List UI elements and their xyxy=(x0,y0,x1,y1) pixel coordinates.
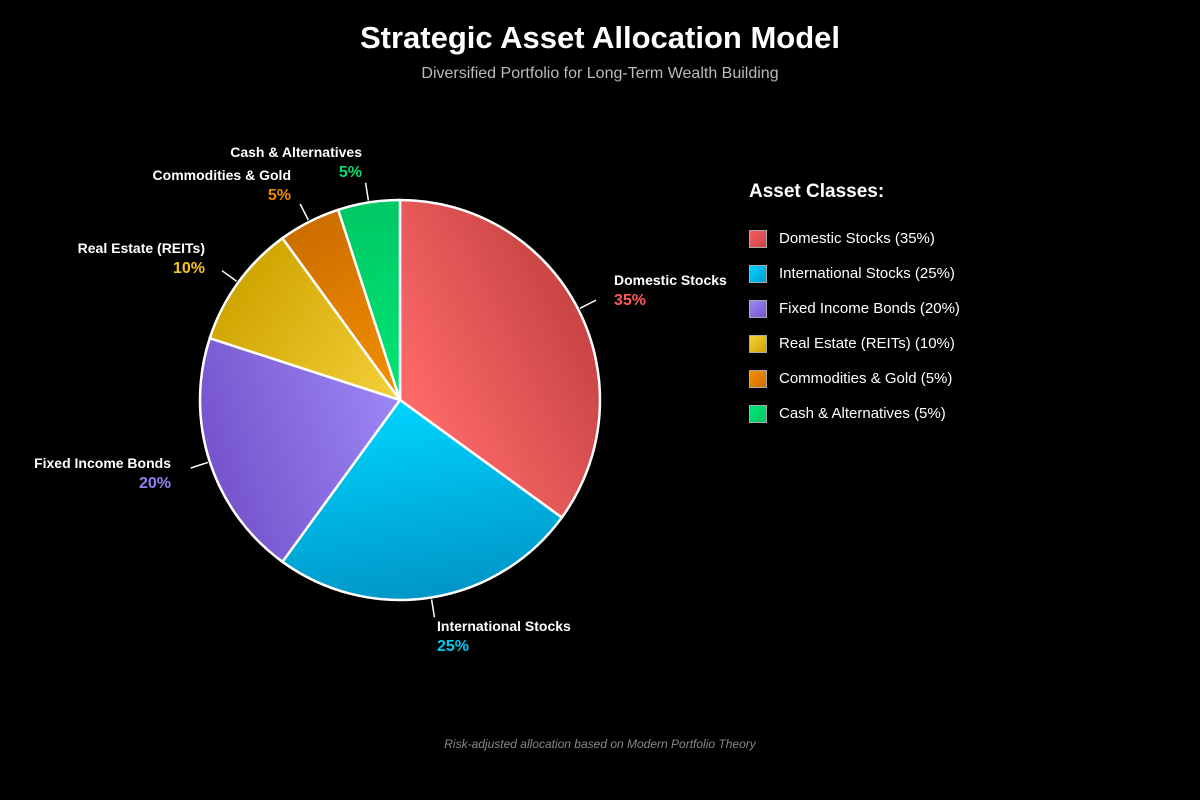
legend-label: Cash & Alternatives (5%) xyxy=(779,405,946,422)
slice-label-percent: 10% xyxy=(173,260,205,277)
pie-slice-international-stocks[interactable] xyxy=(280,398,564,602)
legend-item-fixed-income-bonds[interactable]: Fixed Income Bonds (20%) xyxy=(749,291,960,326)
slice-label-percent: 5% xyxy=(268,187,291,204)
legend-item-cash-alternatives[interactable]: Cash & Alternatives (5%) xyxy=(749,396,960,431)
slice-label-name: Cash & Alternatives xyxy=(230,144,362,160)
chart-title: Strategic Asset Allocation Model xyxy=(359,20,840,55)
leader-line xyxy=(579,299,597,309)
pie-slice-real-estate-reits[interactable] xyxy=(208,236,404,403)
pie-slices xyxy=(198,198,602,602)
legend-item-real-estate[interactable]: Real Estate (REITs) (10%) xyxy=(749,326,960,361)
legend-label: International Stocks (25%) xyxy=(779,265,955,282)
slice-label-percent: 5% xyxy=(339,164,362,181)
legend: Asset Classes: Domestic Stocks (35%) Int… xyxy=(749,181,960,431)
leader-line xyxy=(221,270,238,282)
slice-label-name: Fixed Income Bonds xyxy=(34,455,171,471)
legend-title: Asset Classes: xyxy=(749,181,885,202)
legend-swatch xyxy=(749,264,767,283)
slice-label-percent: 20% xyxy=(139,475,171,492)
slice-label-name: Commodities & Gold xyxy=(153,167,291,183)
legend-label: Domestic Stocks (35%) xyxy=(779,230,935,247)
leader-line xyxy=(364,182,370,201)
leader-line xyxy=(430,599,436,618)
pie-slice-domestic-stocks[interactable] xyxy=(398,198,602,520)
legend-item-domestic-stocks[interactable]: Domestic Stocks (35%) xyxy=(749,221,960,256)
legend-swatch xyxy=(749,229,767,248)
legend-swatch xyxy=(749,369,767,388)
legend-label: Real Estate (REITs) (10%) xyxy=(779,335,955,352)
leader-line xyxy=(299,203,309,221)
footnote: Risk-adjusted allocation based on Modern… xyxy=(444,737,756,751)
slice-label-name: International Stocks xyxy=(437,618,571,634)
slice-label-percent: 25% xyxy=(437,638,469,655)
slice-label-name: Domestic Stocks xyxy=(614,272,727,288)
legend-item-commodities-gold[interactable]: Commodities & Gold (5%) xyxy=(749,361,960,396)
legend-swatch xyxy=(749,334,767,353)
slice-labels: Domestic Stocks 35% International Stocks 25… xyxy=(34,144,727,655)
pie-slice-fixed-income-bonds[interactable] xyxy=(198,336,403,564)
slice-label-percent: 35% xyxy=(614,292,646,309)
legend-swatch xyxy=(749,404,767,423)
chart-subtitle: Diversified Portfolio for Long-Term Weal… xyxy=(421,65,779,82)
leader-lines xyxy=(190,182,597,618)
legend-swatch xyxy=(749,299,767,318)
pie-slice-cash-alternatives[interactable] xyxy=(336,198,402,401)
legend-label: Fixed Income Bonds (20%) xyxy=(779,300,960,317)
leader-line xyxy=(190,461,209,469)
legend-item-international-stocks[interactable]: International Stocks (25%) xyxy=(749,256,960,291)
slice-label-name: Real Estate (REITs) xyxy=(78,240,205,256)
legend-label: Commodities & Gold (5%) xyxy=(779,370,953,387)
